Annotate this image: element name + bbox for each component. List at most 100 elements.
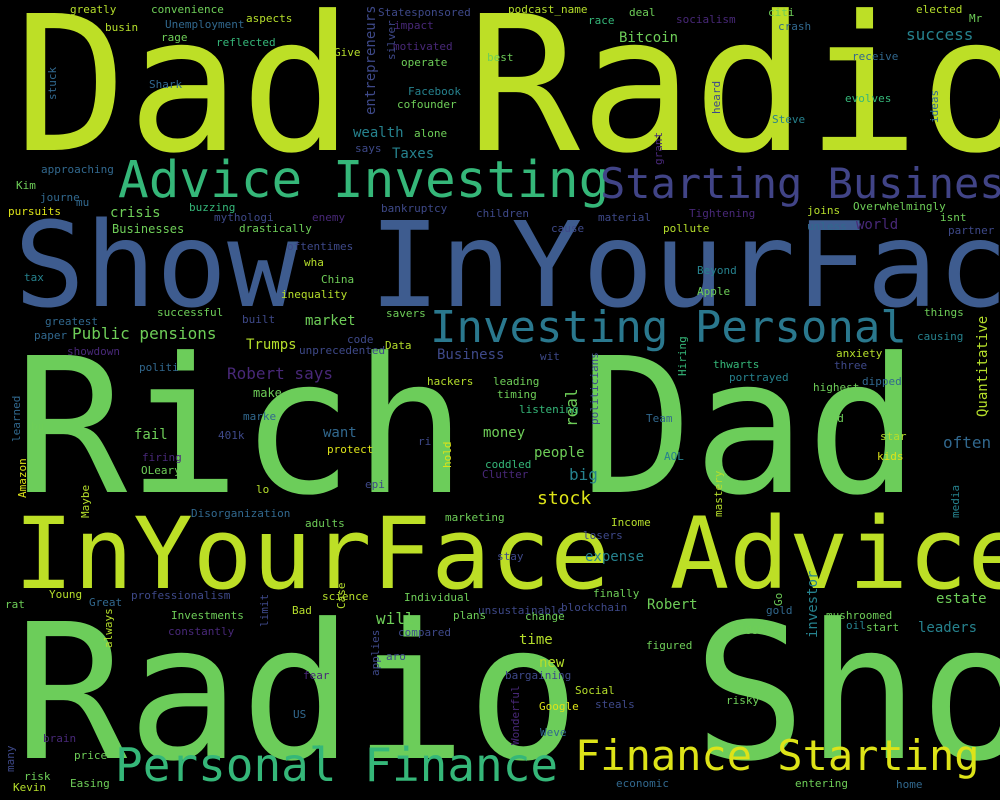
word: listening <box>519 403 579 416</box>
word: Hiring <box>676 336 689 376</box>
word: constantly <box>168 625 235 638</box>
word: rat <box>5 598 25 611</box>
word: isnt <box>940 211 967 224</box>
word: operate <box>401 56 448 69</box>
word: unprecedented <box>299 344 386 357</box>
word: OLeary <box>141 464 181 477</box>
word: evolves <box>845 92 892 105</box>
word: impact <box>394 19 434 32</box>
word: things <box>924 306 964 319</box>
word: anxiety <box>836 347 883 360</box>
word: Show InYourFace <box>14 196 1000 334</box>
word: Steve <box>772 113 806 126</box>
word: wealth <box>353 125 404 141</box>
word: many <box>4 745 17 773</box>
word: joins <box>807 204 841 217</box>
word: Business <box>437 347 505 363</box>
word: God <box>824 412 844 425</box>
word: want <box>323 425 357 441</box>
word: China <box>321 273 355 286</box>
word: politicians <box>588 352 601 425</box>
word: Shark <box>149 78 183 91</box>
word: gold <box>766 604 793 617</box>
word: make <box>253 386 282 400</box>
word: brain <box>43 732 77 745</box>
word: Give <box>334 46 361 59</box>
word: stay <box>497 550 524 563</box>
word: kids <box>877 450 904 463</box>
word: leading <box>493 375 540 388</box>
word: marketing <box>445 511 505 524</box>
word: buzzing <box>189 201 236 214</box>
word: biggest <box>732 622 779 635</box>
word: mushroomed <box>826 609 893 622</box>
word: Overwhelmingly <box>853 200 946 213</box>
word: ri <box>418 435 432 448</box>
word: big <box>569 465 598 484</box>
word: Starting Business <box>600 159 1000 208</box>
word: coddled <box>485 458 532 471</box>
word: timing <box>497 388 537 401</box>
word: money <box>483 425 526 441</box>
word: AOL <box>664 450 684 463</box>
word: aspects <box>246 12 293 25</box>
word: unless <box>807 220 847 233</box>
word: Google <box>539 700 579 713</box>
word: limit <box>258 593 271 627</box>
word: Taxes <box>392 146 435 162</box>
word: finally <box>593 587 640 600</box>
word: deal <box>629 6 656 19</box>
word: time <box>519 632 553 648</box>
word: economic <box>616 777 669 790</box>
word: motivated <box>393 40 453 53</box>
word: stuck <box>46 66 59 100</box>
word: inequality <box>281 288 348 301</box>
word: blockchain <box>561 601 628 614</box>
word: children <box>476 207 529 220</box>
word: tax <box>24 271 44 284</box>
word: alone <box>414 127 448 140</box>
word: Dad Radio <box>14 0 1000 195</box>
word: mu <box>76 196 90 209</box>
word: real <box>562 388 581 427</box>
word: pollute <box>663 222 710 235</box>
word: oil <box>846 619 866 632</box>
word: price <box>74 749 108 762</box>
word: star <box>880 430 907 443</box>
word: cause <box>551 222 585 235</box>
word: professionalism <box>131 589 231 602</box>
word: code <box>347 333 374 346</box>
word: science <box>322 590 369 603</box>
word: heard <box>710 80 723 114</box>
word: Quantitative <box>975 315 991 417</box>
word: socialism <box>676 13 736 26</box>
word: Kim <box>16 179 36 192</box>
word: silver <box>385 20 398 60</box>
word: Data <box>385 339 412 352</box>
word: busin <box>105 21 139 34</box>
word: approaching <box>41 163 114 176</box>
word: successful <box>157 306 224 319</box>
word: causing <box>917 330 964 343</box>
word: podcast_name <box>508 3 588 16</box>
word: losers <box>583 529 623 542</box>
word: world <box>856 217 899 233</box>
word: showdown <box>67 345 120 358</box>
word: Advice Investing <box>118 151 610 210</box>
word: change <box>525 610 565 623</box>
word: leaders <box>918 620 978 636</box>
word: Investing Personal <box>430 302 907 353</box>
word: best <box>487 51 514 64</box>
word: partner <box>948 224 995 237</box>
word: grant <box>652 131 665 165</box>
word: portrayed <box>729 371 789 384</box>
word: greatly <box>70 3 117 16</box>
word: reflected <box>216 36 276 49</box>
word: adults <box>305 517 345 530</box>
word: journe <box>40 191 80 204</box>
word: race <box>588 14 615 27</box>
word: figured <box>646 639 693 652</box>
word: bu <box>31 420 45 433</box>
word: always <box>102 608 115 648</box>
